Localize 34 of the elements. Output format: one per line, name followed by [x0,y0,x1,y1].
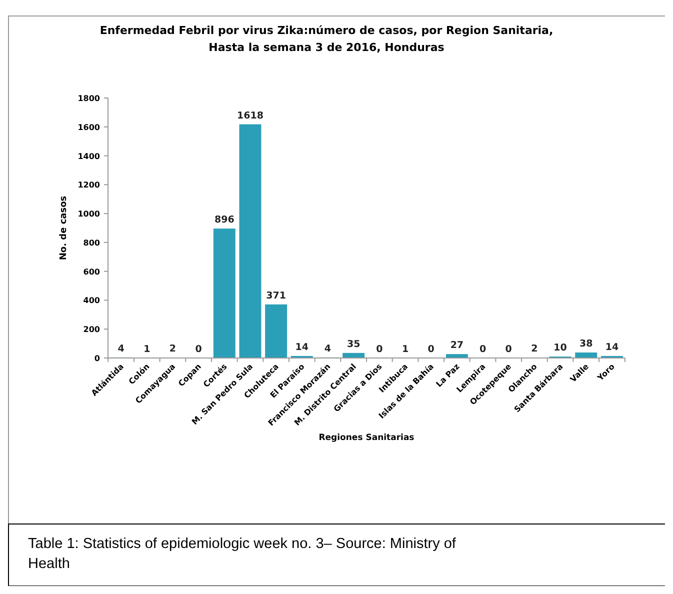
data-label: 2 [531,344,538,355]
data-label: 0 [505,344,512,355]
data-label: 1618 [237,110,264,122]
y-tick-label: 600 [83,267,100,276]
y-axis-title: No. de casos [59,196,69,260]
caption: Table 1: Statistics of epidemiologic week no. 3– Source: Ministry of Health [28,536,457,572]
data-label: 0 [195,344,202,355]
data-label: 4 [324,343,332,354]
data-label: 2 [169,344,176,355]
data-label: 1 [144,344,150,355]
data-label: 14 [295,342,309,353]
data-label: 10 [554,342,568,354]
y-tick-label: 1000 [78,210,100,219]
data-label: 38 [580,338,594,350]
data-label: 371 [266,290,286,302]
data-label: 0 [376,344,384,355]
data-label: 0 [479,344,486,355]
data-label: 896 [214,214,235,226]
y-tick-label: 200 [83,325,100,334]
y-tick-label: 0 [94,354,100,363]
y-tick-label: 1600 [78,122,100,132]
data-label: 1 [402,344,409,355]
y-tick-label: 1200 [78,180,100,190]
data-label: 4 [118,343,125,354]
data-label: 14 [605,342,619,353]
chart-title: Enfermedad Febril por virus Zika:número de casos, por Region Sanitaria, Hasta la semana 3 de 2016, Honduras [100,24,554,54]
y-tick-label: 400 [83,296,100,306]
data-label: 35 [346,338,360,350]
y-tick-label: 1800 [78,94,100,103]
y-tick-label: 1400 [78,152,100,161]
y-tick-label: 800 [83,238,100,248]
x-axis-title: Regiones Sanitarias [318,433,414,443]
data-label: 27 [450,340,464,352]
data-label: 0 [428,344,435,355]
